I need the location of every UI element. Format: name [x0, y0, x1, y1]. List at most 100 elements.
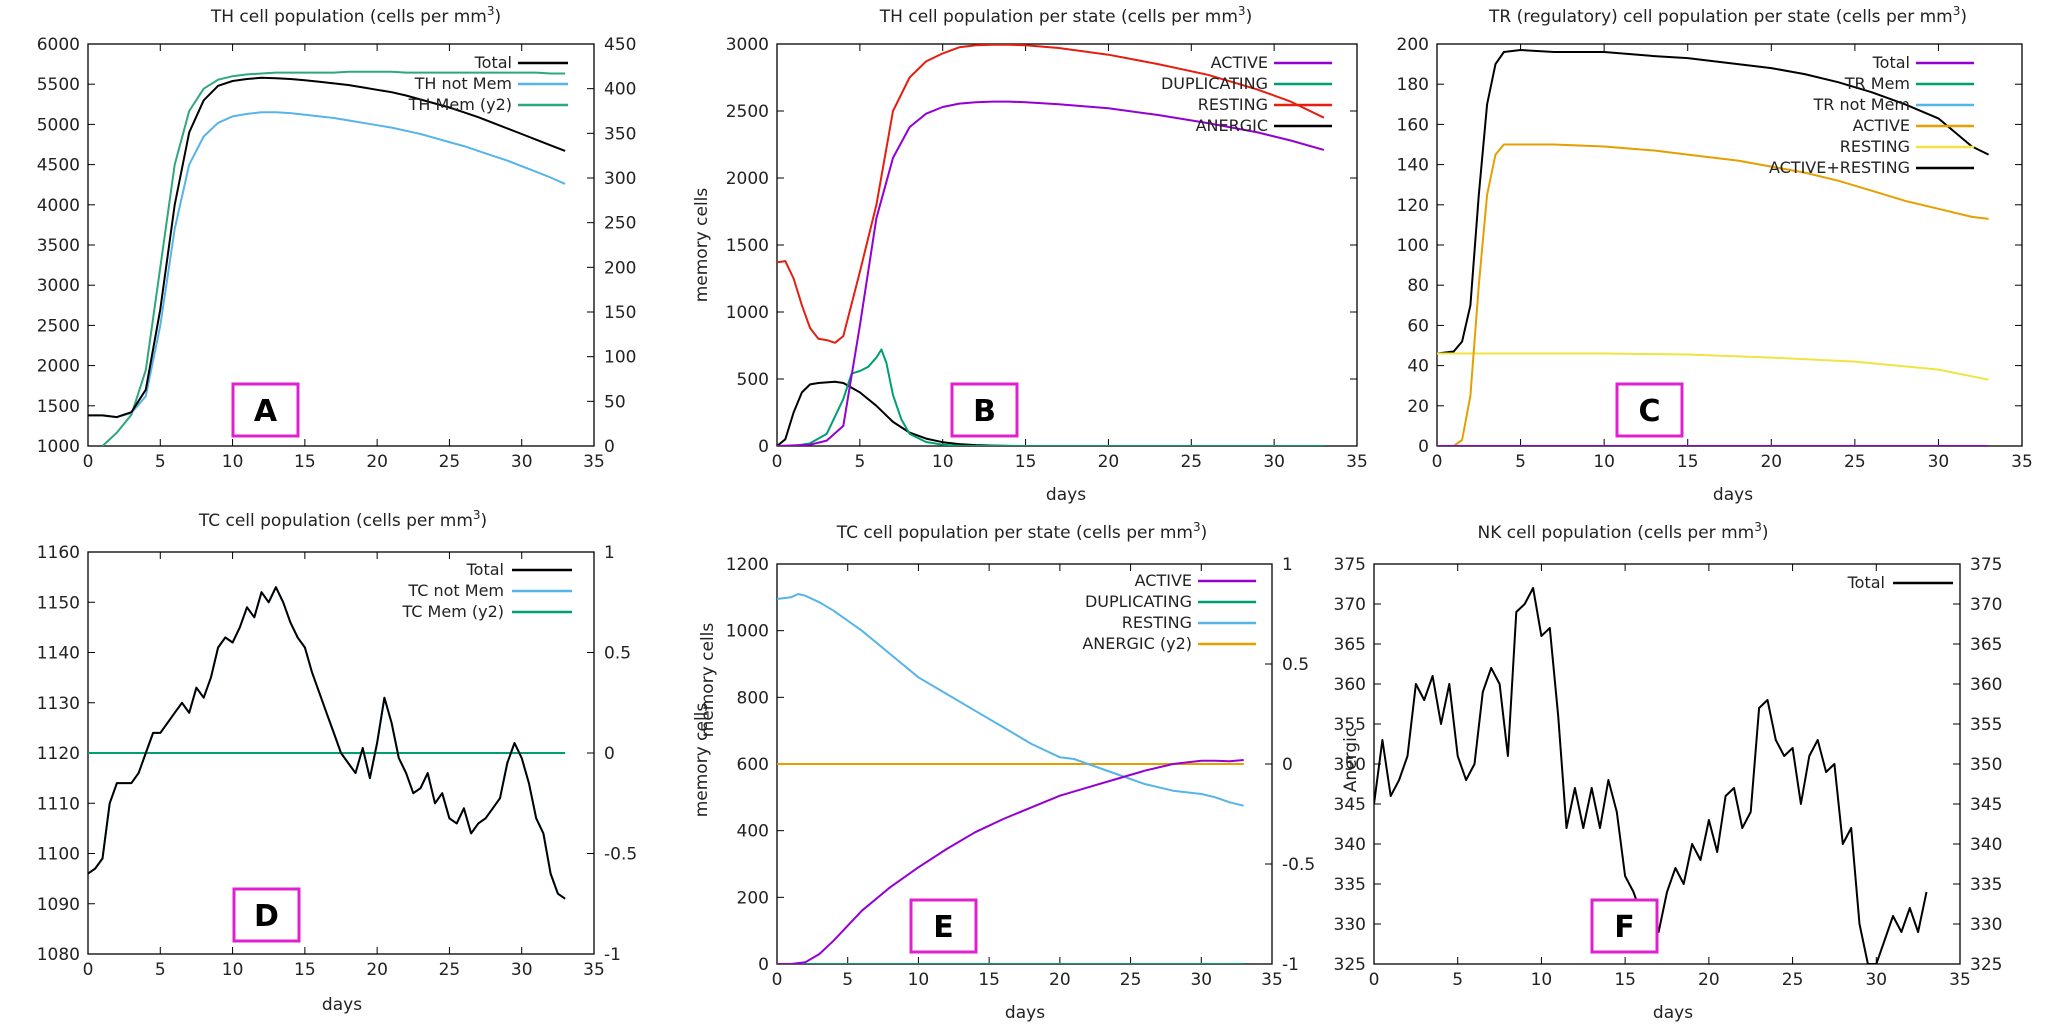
panel-a-title-end: ): [495, 7, 502, 27]
panel-f-y2tick-label: 325: [1970, 955, 2002, 975]
panel-c-xtick-label: 25: [1844, 452, 1866, 472]
panel-e-xtick-label: 5: [842, 970, 853, 990]
panel-d-title-sup: 3: [473, 508, 481, 522]
panel-c-xtick-label: 15: [1677, 452, 1699, 472]
panel-a-title-main: TH cell population (cells per mm: [210, 7, 487, 27]
panel-e-series-group: [777, 593, 1244, 964]
panel-d-ytick-label: 1120: [37, 744, 80, 764]
panel-a-series-group: [88, 70, 566, 446]
panel-d-line-total: [88, 586, 566, 900]
panel-a-y2tick-label: 450: [604, 35, 636, 55]
panel-c-xtick-label: 0: [1432, 452, 1443, 472]
panel-b-legend-label: ACTIVE: [1211, 53, 1268, 72]
panel-d-line-tc-not-mem: [88, 586, 566, 900]
panel-e-line-active: [777, 759, 1244, 964]
panel-a-badge-box: [231, 382, 300, 438]
panel-a-xtick-label: 10: [222, 452, 244, 472]
panel-f-frame: [1373, 563, 1961, 965]
panel-f-y2tick-label: 345: [1970, 795, 2002, 815]
panel-d-title-end: ): [481, 511, 488, 531]
panel-c-ytick-label: 20: [1407, 397, 1429, 417]
panel-f-title-end: ): [1762, 523, 1769, 543]
panel-e-y2tick-label: 0: [1282, 755, 1293, 775]
panel-e-badge-box: [909, 898, 978, 954]
panel-c-line-resting: [1437, 352, 1989, 381]
panel-a-y2tick-label: 150: [604, 303, 636, 323]
panel-e-xtick-label: 25: [1120, 970, 1142, 990]
panel-a-ytick-label: 5000: [37, 115, 80, 135]
panel-c-xtick-label: 5: [1515, 452, 1526, 472]
panel-c-legend-label: ACTIVE+RESTING: [1769, 158, 1910, 177]
panel-d-xtick-label: 25: [439, 960, 461, 980]
panel-d-ytick-label: 1100: [37, 845, 80, 865]
panel-b-line-duplicating: [777, 348, 1324, 446]
panel-a-ytick-label: 5500: [37, 75, 80, 95]
panel-e-badge-label: E: [933, 910, 954, 945]
panel-c-ytick-label: 120: [1397, 196, 1429, 216]
panel-f-ytick-label: 340: [1334, 835, 1366, 855]
panel-d-xtick-label: 20: [366, 960, 388, 980]
panel-b-xtick-label: 5: [854, 452, 865, 472]
panel-f-ytick-label: 335: [1334, 875, 1366, 895]
panel-b-ytick-label: 2000: [726, 169, 769, 189]
panel-d-ytick-label: 1080: [37, 945, 80, 965]
panel-f-ytick-label: 350: [1334, 755, 1366, 775]
panel-f-xtick-label: 10: [1531, 970, 1553, 990]
panel-e-title: TC cell population per state (cells per …: [836, 520, 1207, 543]
panel-c-legend-label: ACTIVE: [1853, 116, 1910, 135]
panel-a-ytick-label: 6000: [37, 35, 80, 55]
panel-e-xlabel: days: [1005, 1003, 1045, 1023]
panel-c-ytick-label: 80: [1407, 276, 1429, 296]
panel-b-ytick-label: 1000: [726, 303, 769, 323]
panel-b-xlabel: days: [1046, 485, 1086, 505]
panel-f-ytick-label: 375: [1334, 555, 1366, 575]
panel-b-badge-box: [950, 382, 1019, 438]
panel-e-title-end: ): [1201, 523, 1208, 543]
panel-c-title-main: TR (regulatory) cell population per stat…: [1488, 7, 1953, 27]
panel-f-y2tick-label: 365: [1970, 635, 2002, 655]
panel-a-line-total: [88, 76, 566, 419]
panel-b-ytick-label: 2500: [726, 102, 769, 122]
panel-a-ytick-label: 2500: [37, 316, 80, 336]
panel-a-y2tick-label: 300: [604, 169, 636, 189]
panel-d-ytick-label: 1160: [37, 543, 80, 563]
panel-a-y2tick-label: 100: [604, 348, 636, 368]
panel-f-ytick-label: 325: [1334, 955, 1366, 975]
panel-c-title-sup: 3: [1953, 4, 1961, 18]
panel-b-ytick-label: 3000: [726, 35, 769, 55]
panel-d-xtick-label: 15: [294, 960, 316, 980]
panel-b-xtick-label: 15: [1015, 452, 1037, 472]
panel-c-ytick-label: 200: [1397, 35, 1429, 55]
panel-c-ytick-label: 60: [1407, 316, 1429, 336]
panel-f-ytick-label: 370: [1334, 595, 1366, 615]
panel-d-title: TC cell population (cells per mm3): [198, 508, 487, 531]
panel-f-ytick-label: 345: [1334, 795, 1366, 815]
panel-a-ytick-label: 4000: [37, 196, 80, 216]
panel-b-line-resting: [777, 44, 1325, 344]
panel-f-y2tick-label: 370: [1970, 595, 2002, 615]
panel-f-ytick-label: 365: [1334, 635, 1366, 655]
panel-f-xlabel: days: [1653, 1003, 1693, 1023]
panel-c-legend-label: Total: [1872, 53, 1910, 72]
panel-e-y2label: Anergic: [1341, 728, 1361, 792]
panel-f-xtick-label: 5: [1452, 970, 1463, 990]
panel-e-ytick-label: 400: [737, 822, 769, 842]
panel-a-legend-label: Total: [474, 53, 512, 72]
panel-f-y2tick-label: 355: [1970, 715, 2002, 735]
panel-c-badge-label: C: [1638, 394, 1660, 429]
panel-e-xtick-label: 20: [1049, 970, 1071, 990]
panel-f-ytick-label: 330: [1334, 915, 1366, 935]
panel-a-y2label: memory cells: [692, 188, 712, 303]
panel-b: TH cell population per state (cells per …: [726, 4, 1368, 505]
panel-f-y2tick-label: 360: [1970, 675, 2002, 695]
panel-a-title-sup: 3: [487, 4, 495, 18]
panel-f-y2tick-label: 350: [1970, 755, 2002, 775]
panel-b-badge-label: B: [973, 394, 996, 429]
panel-d-xtick-label: 10: [222, 960, 244, 980]
panel-d-ytick-label: 1140: [37, 644, 80, 664]
panel-f-xtick-label: 25: [1782, 970, 1804, 990]
panel-d-y2tick-label: 1: [604, 543, 615, 563]
panel-d-legend-label: Total: [466, 560, 504, 579]
panel-e-ylabel: memory cells: [698, 623, 718, 738]
panel-b-title-sup: 3: [1238, 4, 1246, 18]
